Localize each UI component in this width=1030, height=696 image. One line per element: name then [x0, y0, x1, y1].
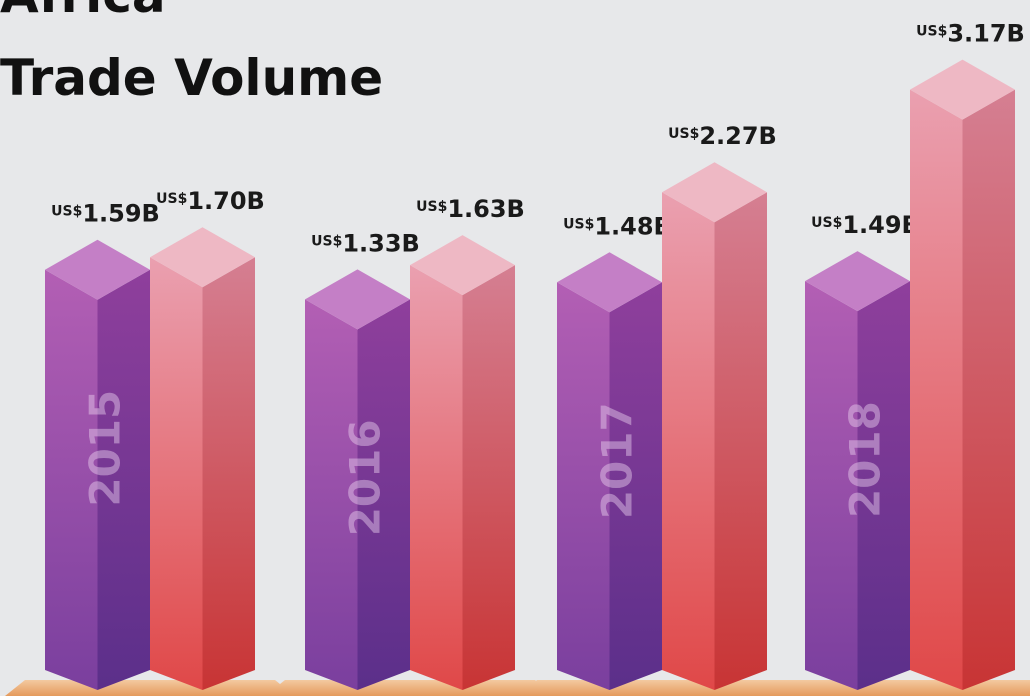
- bar-face: [857, 281, 910, 690]
- bar-face: [305, 299, 358, 690]
- bar-face: [150, 257, 203, 690]
- bar-top: [662, 162, 767, 223]
- bar: [557, 252, 662, 690]
- bar: [662, 162, 767, 690]
- bar-face: [805, 281, 858, 690]
- bar-face: [910, 89, 963, 691]
- value-label: US$1.63B: [416, 195, 525, 223]
- bar-face: [202, 257, 255, 690]
- year-label: 2017: [593, 402, 642, 519]
- bar-face: [557, 282, 610, 690]
- bar-face: [609, 282, 662, 690]
- bar: [805, 251, 910, 690]
- bar-top: [410, 235, 515, 296]
- value-label: US$1.59B: [51, 200, 160, 228]
- value-label: US$2.27B: [668, 122, 777, 150]
- bar-top: [45, 239, 150, 300]
- bar-face: [714, 192, 767, 690]
- bar-face: [357, 299, 410, 690]
- bar: [150, 227, 255, 690]
- bar-face: [662, 192, 715, 690]
- year-label: 2016: [341, 419, 390, 536]
- year-label: 2018: [841, 401, 890, 518]
- floor-shadow: [765, 680, 1030, 696]
- bar: [45, 239, 150, 690]
- chart-title: Africa: [0, 0, 166, 24]
- bar-face: [97, 269, 150, 690]
- floor-shadow: [265, 680, 555, 696]
- bar-face: [45, 269, 98, 690]
- chart-title: Trade Volume: [0, 49, 383, 107]
- bar: [410, 235, 515, 690]
- bar-top: [805, 251, 910, 312]
- bar-face: [462, 265, 515, 690]
- floor-shadow: [517, 680, 807, 696]
- bar: [305, 269, 410, 690]
- bar-face: [410, 265, 463, 690]
- value-label: US$1.49B: [811, 211, 920, 239]
- bar-face: [962, 89, 1015, 691]
- bar-top: [910, 59, 1015, 120]
- value-label: US$1.70B: [156, 187, 265, 215]
- value-label: US$1.33B: [311, 229, 420, 257]
- value-label: US$3.17B: [916, 20, 1025, 48]
- year-label: 2015: [81, 390, 130, 507]
- value-label: US$1.48B: [563, 212, 672, 240]
- bar-top: [557, 252, 662, 313]
- bar: [910, 59, 1015, 691]
- floor-shadow: [5, 680, 295, 696]
- bar-top: [305, 269, 410, 330]
- bar-top: [150, 227, 255, 288]
